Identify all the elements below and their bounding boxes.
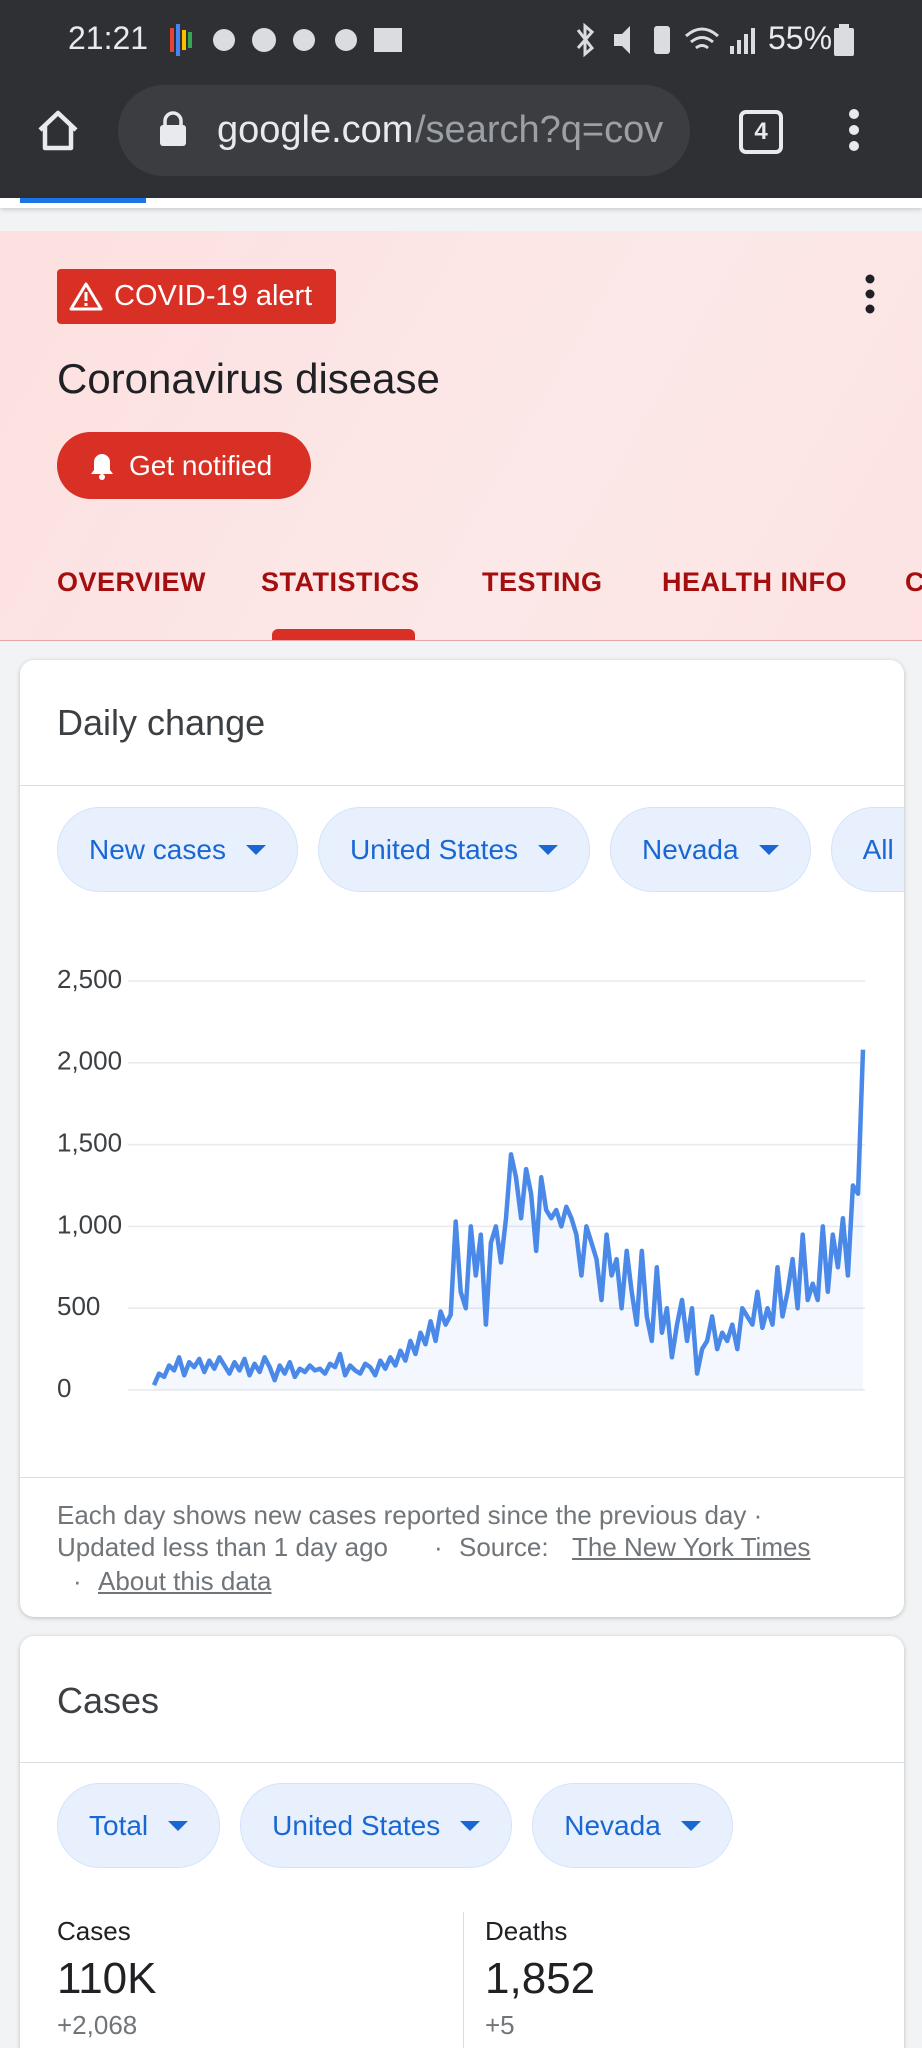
panel-menu[interactable] bbox=[858, 273, 882, 315]
footer-description: Each day shows new cases reported since … bbox=[57, 1500, 763, 1530]
y-tick-label: 2,000 bbox=[57, 1046, 122, 1076]
stat-value: 1,852 bbox=[485, 1954, 596, 2003]
footer-separator: · bbox=[73, 1566, 82, 1596]
notify-button[interactable]: Get notified bbox=[57, 432, 311, 499]
notify-button-text: Get notified bbox=[129, 450, 273, 481]
menu-button[interactable] bbox=[842, 106, 866, 154]
alert-badge: COVID-19 alert bbox=[57, 269, 336, 324]
tab[interactable]: OVERVIEW bbox=[57, 567, 207, 597]
divider bbox=[20, 785, 904, 786]
y-tick-label: 1,000 bbox=[57, 1209, 122, 1239]
tab[interactable]: HEALTH INFO bbox=[662, 567, 847, 597]
y-tick-label: 500 bbox=[57, 1291, 100, 1321]
browser-toolbar: google.com /search?q=cov 4 bbox=[0, 80, 922, 198]
divider bbox=[20, 1762, 904, 1763]
alert-badge-text: COVID-19 alert bbox=[114, 280, 313, 312]
bell-icon bbox=[91, 454, 113, 480]
system-icons bbox=[576, 22, 755, 58]
covid-panel: COVID-19 alert Coronavirus disease Get n… bbox=[0, 231, 922, 641]
selected-tab-indicator bbox=[272, 629, 415, 640]
divider bbox=[20, 1477, 904, 1478]
url-path: /search?q=cov bbox=[415, 109, 664, 151]
stat-change: +5 bbox=[485, 2010, 515, 2040]
filter-chip[interactable]: Nevada bbox=[610, 807, 811, 892]
card-title: Cases bbox=[57, 1680, 160, 1721]
home-button[interactable] bbox=[36, 108, 80, 152]
line-chart: 0 500 1,000 1,500 2,000 2,500 bbox=[57, 964, 866, 1403]
filter-chip[interactable]: New cases bbox=[57, 807, 298, 892]
tab[interactable]: TESTING bbox=[482, 567, 603, 597]
alert-title: Coronavirus disease bbox=[57, 355, 440, 402]
stat-label: Cases bbox=[57, 1916, 131, 1946]
status-bar: 21:21 55% bbox=[0, 0, 922, 80]
address-bar[interactable]: google.com /search?q=cov bbox=[118, 85, 690, 176]
tab-switcher[interactable]: 4 bbox=[739, 110, 783, 154]
divider bbox=[463, 1912, 464, 2048]
active-tab-indicator bbox=[20, 198, 146, 203]
daily-change-card: Daily change New cases United States Nev… bbox=[20, 660, 904, 1617]
filter-chip[interactable]: Nevada bbox=[532, 1783, 733, 1868]
filter-chip[interactable]: United States bbox=[240, 1783, 513, 1868]
battery-icon bbox=[834, 24, 854, 56]
filter-chips: New cases United States Nevada All bbox=[57, 807, 904, 892]
about-link[interactable]: About this data bbox=[98, 1566, 272, 1596]
cases-card: Cases Total United States Nevada Cases 1… bbox=[20, 1636, 904, 2048]
warning-icon bbox=[69, 282, 103, 311]
footer-source-label: Source: bbox=[459, 1532, 549, 1562]
tab[interactable]: C bbox=[905, 567, 922, 597]
filter-chip[interactable]: Total bbox=[57, 1783, 221, 1868]
y-tick-label: 2,500 bbox=[57, 964, 122, 994]
filter-chips: Total United States Nevada bbox=[57, 1783, 733, 1868]
tab[interactable]: STATISTICS bbox=[261, 567, 420, 597]
stat-value: 110K bbox=[57, 1954, 157, 2003]
page-header-strip bbox=[0, 198, 922, 208]
source-link[interactable]: The New York Times bbox=[572, 1532, 811, 1562]
clock: 21:21 bbox=[68, 20, 149, 56]
stat-change: +2,068 bbox=[57, 2010, 138, 2040]
notification-icons bbox=[170, 24, 402, 56]
y-tick-label: 1,500 bbox=[57, 1127, 122, 1157]
stat-label: Deaths bbox=[485, 1916, 568, 1946]
filter-chip[interactable]: United States bbox=[317, 807, 591, 892]
url-host: google.com bbox=[217, 109, 414, 151]
lock-icon bbox=[160, 111, 186, 146]
line-area bbox=[154, 1049, 863, 1390]
card-title: Daily change bbox=[57, 702, 266, 743]
footer-separator: · bbox=[434, 1532, 443, 1562]
line-series bbox=[151, 1049, 866, 1386]
battery-level: 55% bbox=[768, 20, 833, 56]
y-tick-label: 0 bbox=[57, 1373, 71, 1403]
footer-updated: Updated less than 1 day ago bbox=[57, 1532, 389, 1562]
filter-chip[interactable]: All bbox=[830, 807, 904, 892]
